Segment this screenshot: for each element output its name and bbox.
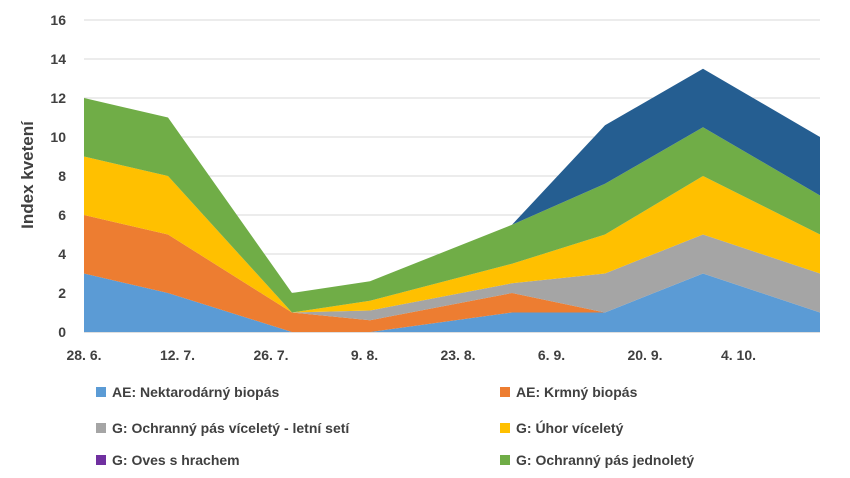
legend-swatch <box>96 423 106 433</box>
legend-label: G: Ochranný pás jednoletý <box>516 452 694 468</box>
legend: AE: Nektarodárný biopás AE: Krmný biopás G… <box>96 384 694 468</box>
y-tick-label: 6 <box>58 207 66 223</box>
series-areas <box>84 68 820 332</box>
series-area <box>84 98 820 313</box>
x-tick-label: 6. 9. <box>538 347 565 363</box>
legend-label: AE: Nektarodárný biopás <box>112 384 279 400</box>
legend-swatch <box>500 387 510 397</box>
series-area <box>84 215 820 332</box>
legend-swatch <box>96 387 106 397</box>
x-tick-label: 28. 6. <box>66 347 101 363</box>
y-tick-label: 12 <box>50 90 66 106</box>
series-area <box>84 68 820 293</box>
legend-label: AE: Krmný biopás <box>516 384 638 400</box>
y-tick-label: 2 <box>58 285 66 301</box>
x-tick-label: 23. 8. <box>440 347 475 363</box>
x-tick-label: 12. 7. <box>160 347 195 363</box>
y-axis-ticks: 0 2 4 6 8 10 12 14 16 <box>50 12 66 340</box>
y-tick-label: 8 <box>58 168 66 184</box>
series-area <box>84 215 820 321</box>
y-tick-label: 14 <box>50 51 66 67</box>
y-tick-label: 10 <box>50 129 66 145</box>
series-area <box>84 156 820 313</box>
x-tick-label: 26. 7. <box>253 347 288 363</box>
x-axis-ticks: 28. 6. 12. 7. 26. 7. 9. 8. 23. 8. 6. 9. 20. 9.… <box>66 347 756 363</box>
legend-swatch <box>500 423 510 433</box>
y-tick-label: 16 <box>50 12 66 28</box>
legend-label: G: Oves s hrachem <box>112 452 240 468</box>
y-tick-label: 0 <box>58 324 66 340</box>
x-tick-label: 20. 9. <box>627 347 662 363</box>
x-tick-label: 9. 8. <box>351 347 378 363</box>
legend-label: G: Úhor víceletý <box>516 419 624 436</box>
y-tick-label: 4 <box>58 246 66 262</box>
legend-label: G: Ochranný pás víceletý - letní setí <box>112 420 350 436</box>
legend-swatch <box>96 455 106 465</box>
legend-swatch <box>500 455 510 465</box>
y-axis-label: Index kvetení <box>18 120 37 229</box>
series-area <box>84 273 820 332</box>
x-tick-label: 4. 10. <box>721 347 756 363</box>
